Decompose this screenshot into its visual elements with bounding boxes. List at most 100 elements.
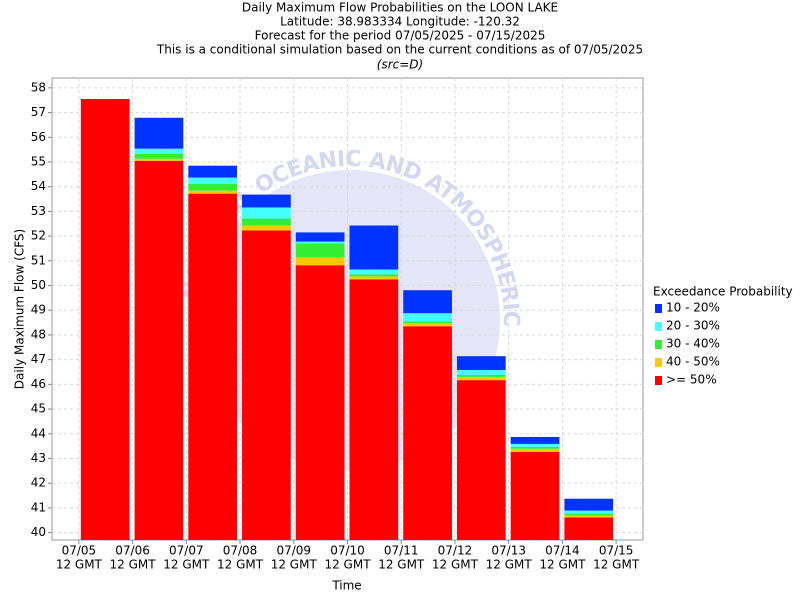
bar-segment — [134, 158, 184, 161]
source: (src=D) — [377, 58, 423, 72]
bar-segment — [510, 446, 560, 449]
x-tick-sublabel: 12 GMT — [163, 558, 210, 572]
subtitle: This is a conditional simulation based o… — [156, 43, 643, 57]
bar-segment — [403, 313, 452, 322]
y-tick-label: 55 — [31, 155, 46, 169]
legend-swatch — [655, 304, 662, 313]
subtitle: Forecast for the period 07/05/2025 - 07/… — [255, 29, 546, 43]
legend-swatch — [655, 340, 662, 349]
x-tick-label: 07/13 — [491, 544, 526, 558]
bar-segment — [134, 153, 184, 159]
legend-title: Exceedance Probability — [653, 285, 793, 299]
bar-segment — [564, 517, 614, 540]
bar-segment — [510, 451, 560, 540]
bar-segment — [295, 241, 345, 244]
x-tick-label: 07/11 — [384, 544, 419, 558]
x-tick-sublabel: 12 GMT — [217, 558, 264, 572]
x-tick-label: 07/09 — [276, 544, 311, 558]
bar-segment — [349, 276, 399, 280]
bar-segment — [456, 356, 506, 371]
bar-segment — [242, 218, 291, 226]
bar-segment — [510, 448, 560, 452]
bar-segment — [188, 165, 238, 178]
x-axis-label: Time — [331, 579, 361, 593]
y-tick-label: 57 — [31, 105, 46, 119]
bar-segment — [456, 374, 506, 377]
x-tick-label: 07/06 — [115, 544, 150, 558]
bar-segment — [564, 515, 614, 518]
legend-label: 40 - 50% — [666, 355, 720, 369]
bar-segment — [134, 117, 184, 149]
bar-segment — [242, 207, 291, 219]
bar-segment — [564, 513, 614, 516]
y-tick-label: 45 — [31, 402, 46, 416]
x-tick-label: 07/05 — [62, 544, 97, 558]
bar-segment — [242, 225, 291, 231]
y-tick-label: 53 — [31, 204, 46, 218]
bar-segment — [349, 225, 399, 270]
bar-segment — [349, 279, 399, 540]
bar-segment — [188, 193, 238, 540]
bar-segment — [564, 498, 614, 511]
x-tick-label: 07/10 — [330, 544, 365, 558]
x-tick-sublabel: 12 GMT — [271, 558, 318, 572]
bar-segment — [134, 148, 184, 154]
bars — [80, 99, 614, 540]
x-tick-sublabel: 12 GMT — [486, 558, 533, 572]
bar-segment — [403, 321, 452, 324]
x-tick-sublabel: 12 GMT — [378, 558, 425, 572]
x-tick-sublabel: 12 GMT — [432, 558, 479, 572]
subtitle: Latitude: 38.983334 Longitude: -120.32 — [280, 15, 520, 29]
bar-segment — [295, 243, 345, 258]
y-tick-label: 42 — [31, 476, 46, 490]
bar-segment — [456, 376, 506, 381]
x-tick-sublabel: 12 GMT — [56, 558, 103, 572]
bar-segment — [295, 265, 345, 540]
bar-segment — [188, 177, 238, 184]
x-tick-label: 07/12 — [438, 544, 473, 558]
legend-label: 30 - 40% — [666, 337, 720, 351]
x-tick-label: 07/07 — [169, 544, 204, 558]
bar-segment — [349, 269, 399, 275]
y-tick-label: 56 — [31, 130, 46, 144]
legend-swatch — [655, 322, 662, 331]
legend: 10 - 20% 20 - 30% 30 - 40% 40 - 50% >= 50% — [655, 301, 720, 387]
bar-segment — [403, 323, 452, 327]
y-tick-label: 50 — [31, 278, 46, 292]
y-tick-label: 52 — [31, 229, 46, 243]
bar-segment — [188, 190, 238, 194]
bar-segment — [403, 326, 452, 540]
y-tick-label: 49 — [31, 303, 46, 317]
y-axis-label: Daily Maximum Flow (CFS) — [13, 229, 27, 389]
x-tick-sublabel: 12 GMT — [539, 558, 586, 572]
y-tick-label: 40 — [31, 525, 46, 539]
y-tick-label: 46 — [31, 377, 46, 391]
bar-segment — [456, 370, 506, 375]
y-tick-label: 43 — [31, 451, 46, 465]
bar-segment — [510, 436, 560, 444]
y-tick-label: 48 — [31, 327, 46, 341]
bar-segment — [80, 99, 130, 540]
x-tick-sublabel: 12 GMT — [593, 558, 640, 572]
y-tick-label: 41 — [31, 500, 46, 514]
y-tick-label: 54 — [31, 179, 46, 193]
bar-segment — [456, 380, 506, 540]
legend-swatch — [655, 358, 662, 367]
bar-segment — [349, 274, 399, 277]
bar-segment — [242, 194, 291, 208]
x-tick-label: 07/08 — [223, 544, 258, 558]
bar-segment — [295, 232, 345, 242]
bar-segment — [564, 510, 614, 514]
bar-segment — [188, 183, 238, 191]
legend-swatch — [655, 376, 662, 385]
x-tick-sublabel: 12 GMT — [324, 558, 371, 572]
y-tick-label: 44 — [31, 426, 46, 440]
legend-label: 10 - 20% — [666, 301, 720, 315]
bar-segment — [403, 290, 452, 314]
bar-segment — [510, 443, 560, 447]
chart-title: Daily Maximum Flow Probabilities on the … — [242, 1, 558, 15]
legend-label: >= 50% — [666, 373, 717, 387]
legend-label: 20 - 30% — [666, 319, 720, 333]
